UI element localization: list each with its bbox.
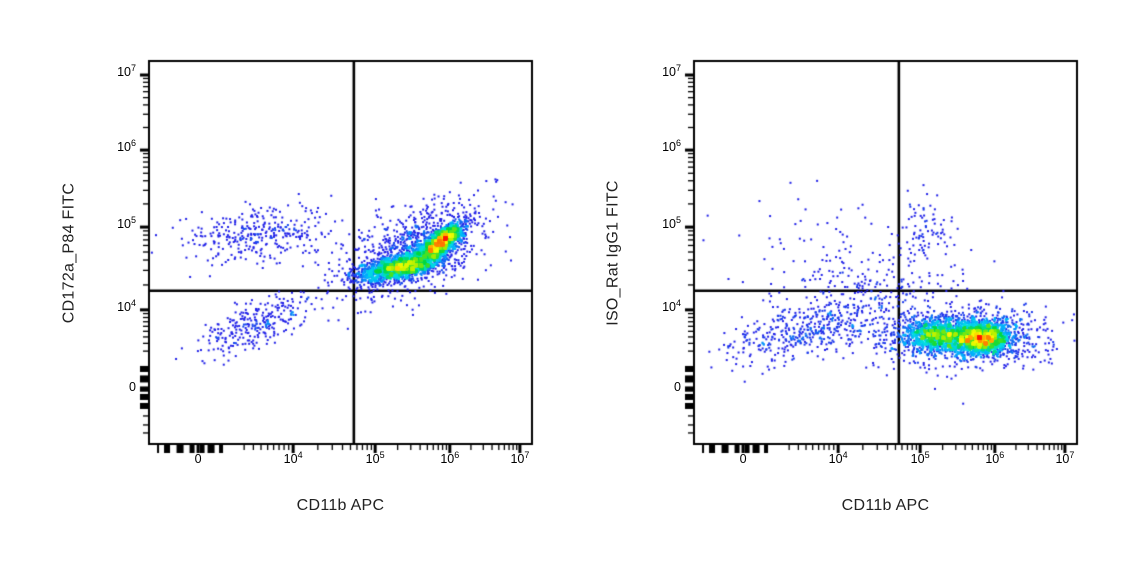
- right-plot-x-tick-label: 104: [828, 449, 848, 466]
- left-plot-y-tick-label: 107: [117, 62, 136, 79]
- right-plot-y-tick-label: 106: [662, 137, 681, 155]
- right-plot-y-tick-label: 104: [662, 297, 681, 314]
- left-plot-y-tick-label: 0: [129, 379, 136, 394]
- right-plot-y-tick-label: 105: [662, 214, 681, 232]
- right-plot-x-tick-label: 106: [985, 449, 1005, 466]
- right-plot-y-tick-label: 0: [674, 379, 681, 394]
- left-plot-y-tick-label: 105: [117, 214, 136, 232]
- left-plot-x-tick-label: 0: [194, 452, 202, 466]
- left-plot-x-tick-label: 107: [510, 449, 530, 466]
- right-plot-y-axis-label: ISO_Rat IgG1 FITC: [604, 180, 622, 326]
- left-plot-x-tick-label: 106: [440, 449, 460, 466]
- left-plot-y-tick-label: 106: [117, 137, 136, 155]
- right-plot-y-tick-label: 107: [662, 62, 681, 79]
- left-plot-y-axis-label: CD172a_P84 FITC: [60, 182, 78, 324]
- left-plot-x-axis-label: CD11b APC: [296, 497, 385, 514]
- left-plot-y-tick-label: 104: [117, 297, 136, 314]
- right-plot-x-tick-label: 107: [1055, 449, 1075, 466]
- right-plot-x-tick-label: 0: [739, 452, 747, 466]
- right-plot-x-tick-label: 105: [910, 449, 930, 466]
- left-plot-x-tick-label: 105: [365, 449, 385, 466]
- right-plot-x-axis-label: CD11b APC: [841, 497, 930, 514]
- left-plot-x-tick-label: 104: [283, 449, 303, 466]
